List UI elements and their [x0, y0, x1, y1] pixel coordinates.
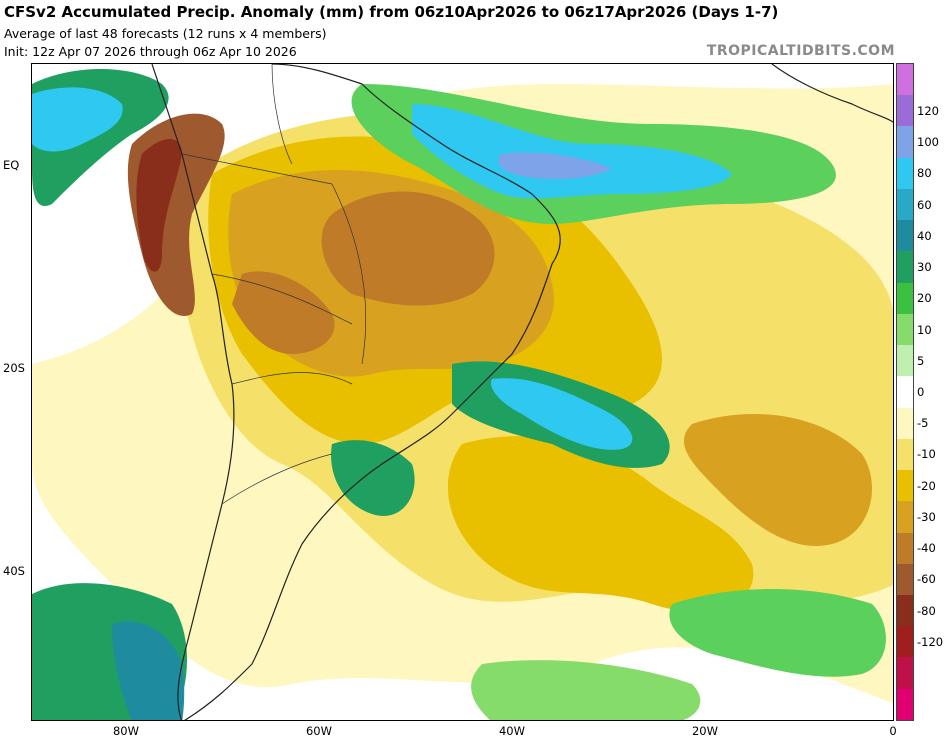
colorbar-label: -20 — [917, 478, 936, 493]
colorbar-swatch — [897, 188, 913, 221]
colorbar-swatch — [897, 470, 913, 502]
colorbar-label: 120 — [917, 103, 939, 118]
lon-label-60w: 60W — [305, 724, 333, 738]
colorbar-label: -40 — [917, 541, 936, 556]
colorbar-label: -10 — [917, 447, 936, 462]
colorbar-label: 80 — [917, 166, 932, 181]
colorbar-label: -80 — [917, 603, 936, 618]
colorbar-swatch — [897, 64, 913, 96]
colorbar-swatch — [897, 501, 913, 533]
colorbar-swatch — [897, 438, 913, 471]
wet-south-band — [471, 660, 701, 720]
dry-bolivia-brown — [232, 271, 335, 354]
colorbar-label: -30 — [917, 509, 936, 524]
map-panel — [31, 63, 894, 721]
colorbar-swatch — [897, 563, 913, 595]
colorbar-swatch — [897, 220, 913, 252]
colorbar-swatch — [897, 345, 913, 377]
colorbar-swatch — [897, 594, 913, 627]
colorbar-label: 40 — [917, 228, 932, 243]
colorbar-swatch — [897, 95, 913, 127]
anomaly-map — [32, 64, 893, 720]
colorbar-swatch — [897, 376, 913, 408]
colorbar-swatch — [897, 126, 913, 158]
africa-coastline — [771, 64, 893, 123]
colorbar-swatch — [897, 407, 913, 439]
colorbar-label: 10 — [917, 322, 932, 337]
lon-label-20w: 20W — [691, 724, 719, 738]
country-borders — [181, 64, 367, 505]
init-text: Init: 12z Apr 07 2026 through 06z Apr 10… — [4, 44, 297, 59]
colorbar-swatch — [897, 532, 913, 564]
colorbar-label: 5 — [917, 353, 925, 368]
lat-label-eq: EQ — [3, 158, 20, 172]
lat-label-40s: 40S — [3, 564, 25, 578]
lon-label-80w: 80W — [112, 724, 140, 738]
wet-northwest-cyan — [32, 87, 123, 152]
colorbar — [896, 63, 914, 721]
dry-east-atlantic — [683, 414, 872, 546]
south-america-coastline — [151, 64, 561, 720]
colorbar-label: -60 — [917, 572, 936, 587]
wet-itcz-blue — [498, 152, 612, 180]
colorbar-label: -5 — [917, 416, 929, 431]
wet-uruguay — [331, 440, 415, 516]
colorbar-label: 0 — [917, 385, 925, 399]
wet-southwest-teal — [112, 621, 185, 720]
wet-southeast-atlantic — [669, 589, 886, 677]
lon-label-40w: 40W — [498, 724, 526, 738]
brand-watermark: TROPICALTIDBITS.COM — [706, 43, 895, 59]
map-title: CFSv2 Accumulated Precip. Anomaly (mm) f… — [4, 3, 779, 21]
map-subtitle: Average of last 48 forecasts (12 runs x … — [4, 26, 327, 41]
lon-label-0: 0 — [889, 724, 897, 738]
colorbar-swatch — [897, 157, 913, 189]
colorbar-label: -120 — [917, 634, 944, 649]
dry-andes-red — [136, 139, 182, 272]
colorbar-swatch — [897, 688, 913, 720]
colorbar-swatch — [897, 313, 913, 346]
colorbar-swatch — [897, 251, 913, 283]
colorbar-label: 20 — [917, 291, 932, 306]
colorbar-swatch — [897, 657, 913, 689]
lat-label-20s: 20S — [3, 361, 25, 375]
colorbar-label: 30 — [917, 260, 932, 275]
wet-sacz-cyan — [491, 378, 633, 450]
colorbar-label: 60 — [917, 197, 932, 212]
colorbar-swatch — [897, 282, 913, 314]
colorbar-swatch — [897, 626, 913, 658]
wet-itcz-cyan — [412, 104, 732, 199]
dry-south-atlantic — [447, 436, 754, 612]
colorbar-label: 100 — [917, 135, 939, 150]
dry-brazil-brown — [321, 191, 495, 306]
